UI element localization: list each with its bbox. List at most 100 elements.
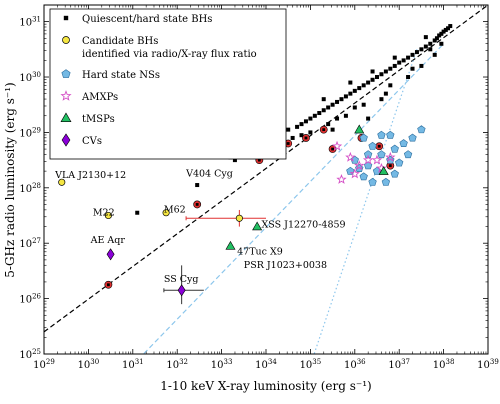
annotation-label: M62 [164,205,186,216]
bh-point [383,69,388,74]
cand_redring-point [193,200,202,209]
ns-point [390,169,399,178]
bh-point [419,63,424,68]
amxp-point [349,168,360,179]
legend-item-cv: CVs [61,133,102,147]
bh-point [348,80,353,85]
bh-point [370,77,375,82]
bh-point [448,24,453,29]
bh-point [428,47,433,52]
bh-point [321,97,326,102]
y-tick-label: 1026 [19,293,41,306]
ns-point [390,144,399,153]
legend-marker-bh [63,15,69,21]
legend-label: CVs [82,136,102,147]
bh-point [317,111,322,116]
x-tick-label: 1038 [433,358,455,371]
bh-point [361,102,366,107]
ns-point [377,130,386,139]
bh-point [290,135,295,140]
bh-point [439,41,444,46]
ns-point [368,141,377,150]
cv-point [106,248,115,261]
legend-label: AMXPs [81,92,118,103]
y-tick-label: 1027 [19,237,41,250]
bh-point [379,72,384,77]
ns-point [403,150,413,159]
bh-point [286,127,291,132]
x-tick-label: 1033 [211,358,233,371]
bh-point [348,91,353,96]
ns-point [381,177,391,186]
tmsp-point [225,240,236,250]
bh-point [343,94,348,99]
cand-point [104,211,112,220]
y-tick-label: 1031 [19,16,41,29]
legend-marker-cand [62,36,70,44]
bh-point [437,33,442,38]
cand_redring-point [302,134,310,142]
bh-point [397,60,402,65]
x-tick-label: 1029 [33,358,55,371]
legend-marker-amxp [60,90,72,101]
ns-point [386,130,395,139]
legend-item-bh: Quiescent/hard state BHs [63,14,212,25]
trend-line-1 [44,5,488,333]
x-tick-label: 1031 [122,358,144,371]
x-tick-label: 1039 [477,358,499,371]
bh-point [195,183,200,188]
annotation-label: VLA J2130+12 [54,170,126,181]
legend-item-cand: Candidate BHs identified via radio/X-ray … [62,36,257,60]
bh-point [423,44,428,49]
bh-point [321,108,326,113]
ns-point [359,172,368,181]
bh-point [330,127,335,132]
bh-point [401,58,406,63]
annotation-label: SS Cyg [164,274,199,285]
x-tick-label: 1030 [78,358,100,371]
bh-point [308,116,313,121]
bh-point [357,86,362,91]
y-tick-label: 1029 [19,126,41,139]
x-tick-label: 1032 [166,358,188,371]
bh-point [299,133,304,138]
annotation-label: AE Aqr [90,235,126,246]
annotation-label: 47Tuc X9 [237,246,283,257]
bh-point [434,36,439,41]
bh-point [326,105,331,110]
bh-point [406,55,411,60]
bh-point [330,102,335,107]
annotation-label: XSS J12270-4859 [262,220,346,231]
legend-marker-ns [61,69,71,78]
trend-line-2 [142,43,445,354]
bh-point [443,27,448,32]
amxp-point [345,151,356,162]
amxp-point [371,154,383,165]
bh-point [352,88,357,93]
ns-point [399,139,408,148]
amxp-point [385,151,396,162]
bh-point [335,116,340,121]
ns-point [363,150,373,159]
cand-point [235,214,243,222]
bh-point [388,83,393,88]
ns-point [350,155,359,164]
bh-point [379,97,384,102]
ns-point [372,166,382,175]
cand-point [162,209,170,217]
amxp-point [336,174,347,184]
bh-point [441,29,446,34]
bh-point [432,52,437,57]
ns-point [346,166,355,175]
bh-point [366,80,371,85]
cand_redring-point [375,142,384,151]
bh-point [414,50,419,55]
bh-point [406,75,411,80]
x-axis-title: 1-10 keV X-ray luminosity (erg s⁻¹) [160,379,371,393]
bh-point [135,210,140,215]
tmsp-point [252,221,263,231]
legend-label: identified via radio/X-ray flux ratio [82,49,257,60]
bh-point [303,119,308,124]
annotation-label: PSR J1023+0038 [244,260,327,271]
